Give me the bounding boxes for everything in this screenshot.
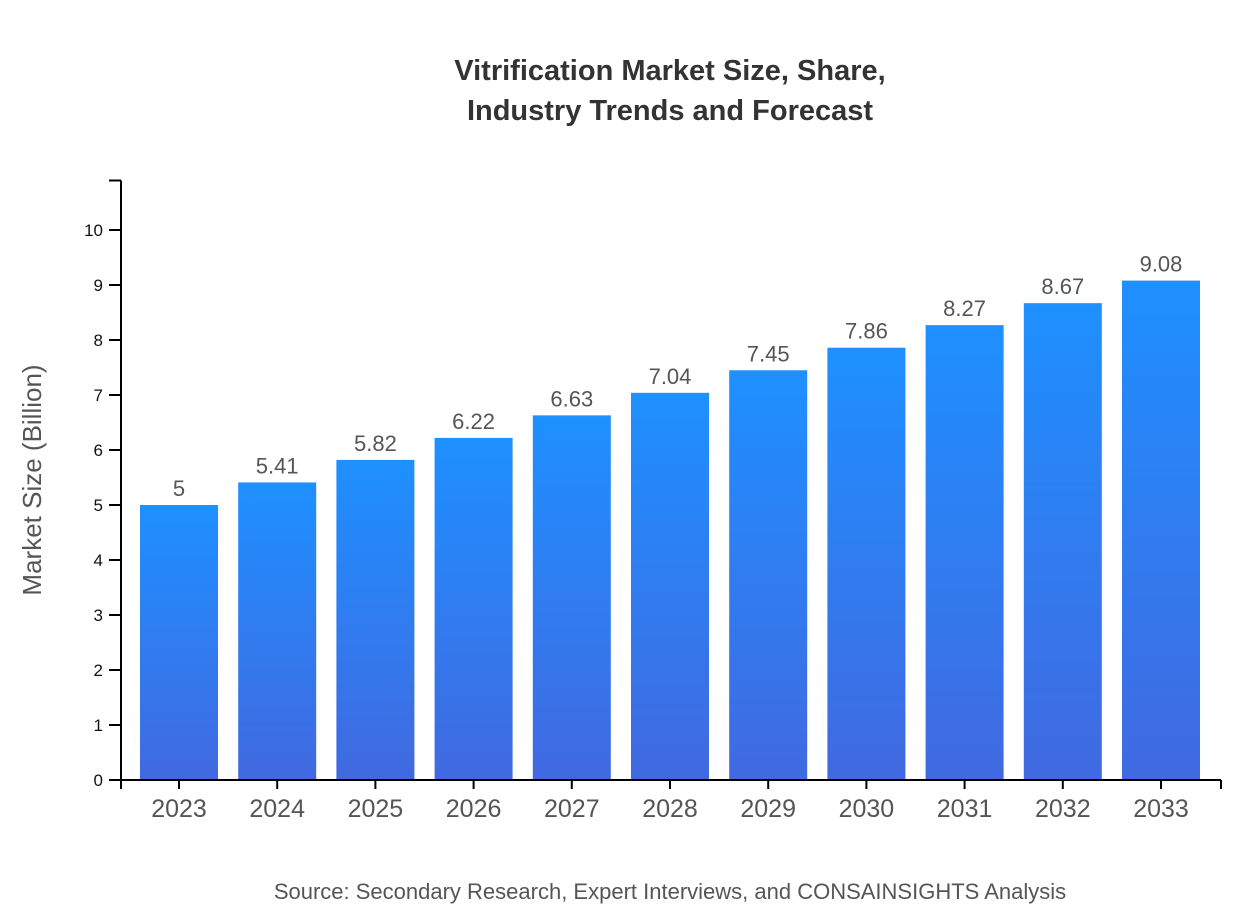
y-tick-label-7: 7 (94, 386, 103, 405)
x-tick-label-2026: 2026 (446, 795, 502, 823)
y-axis-label: Market Size (Billion) (17, 364, 47, 595)
x-tick-label-2023: 2023 (151, 795, 207, 823)
chart-title-line-2: Industry Trends and Forecast (467, 95, 873, 127)
bar-2028 (631, 392, 709, 780)
data-label-2023: 5 (173, 476, 185, 501)
x-tick-label-2032: 2032 (1035, 795, 1091, 823)
data-label-2028: 7.04 (649, 364, 692, 389)
data-label-2024: 5.41 (256, 453, 299, 478)
data-label-2033: 9.08 (1140, 252, 1183, 277)
data-label-2026: 6.22 (452, 409, 495, 434)
bar-2024 (238, 482, 317, 780)
y-tick-label-2: 2 (94, 661, 103, 680)
data-label-2025: 5.82 (354, 431, 397, 456)
x-tick-label-2028: 2028 (642, 795, 698, 823)
y-tick-label-9: 9 (94, 276, 103, 295)
bar-2026 (434, 437, 513, 780)
bar-2032 (1023, 303, 1102, 780)
bar-2030 (827, 347, 906, 780)
data-label-2027: 6.63 (550, 386, 593, 411)
y-tick-label-1: 1 (94, 716, 103, 735)
y-tick-label-10: 10 (84, 221, 103, 240)
source-note: Source: Secondary Research, Expert Inter… (274, 879, 1066, 904)
bar-2023 (140, 505, 218, 780)
y-tick-label-4: 4 (94, 551, 103, 570)
bar-2025 (336, 459, 415, 780)
x-tick-label-2030: 2030 (839, 795, 895, 823)
bar-2033 (1122, 280, 1200, 780)
y-tick-label-5: 5 (94, 496, 103, 515)
x-tick-label-2024: 2024 (249, 795, 305, 823)
y-tick-label-0: 0 (94, 771, 103, 790)
x-tick-label-2025: 2025 (348, 795, 404, 823)
bar-2027 (532, 415, 611, 780)
data-label-2032: 8.67 (1041, 274, 1084, 299)
x-tick-label-2029: 2029 (740, 795, 796, 823)
bar-2029 (729, 370, 808, 780)
data-label-2030: 7.86 (845, 319, 888, 344)
y-tick-label-6: 6 (94, 441, 103, 460)
x-tick-label-2033: 2033 (1133, 795, 1189, 823)
x-tick-label-2027: 2027 (544, 795, 600, 823)
chart-title-line-1: Vitrification Market Size, Share, (454, 55, 885, 87)
y-tick-label-3: 3 (94, 606, 103, 625)
bar-2031 (925, 325, 1004, 780)
x-tick-label-2031: 2031 (937, 795, 993, 823)
data-label-2031: 8.27 (943, 296, 986, 321)
y-tick-label-8: 8 (94, 331, 103, 350)
data-label-2029: 7.45 (747, 341, 790, 366)
